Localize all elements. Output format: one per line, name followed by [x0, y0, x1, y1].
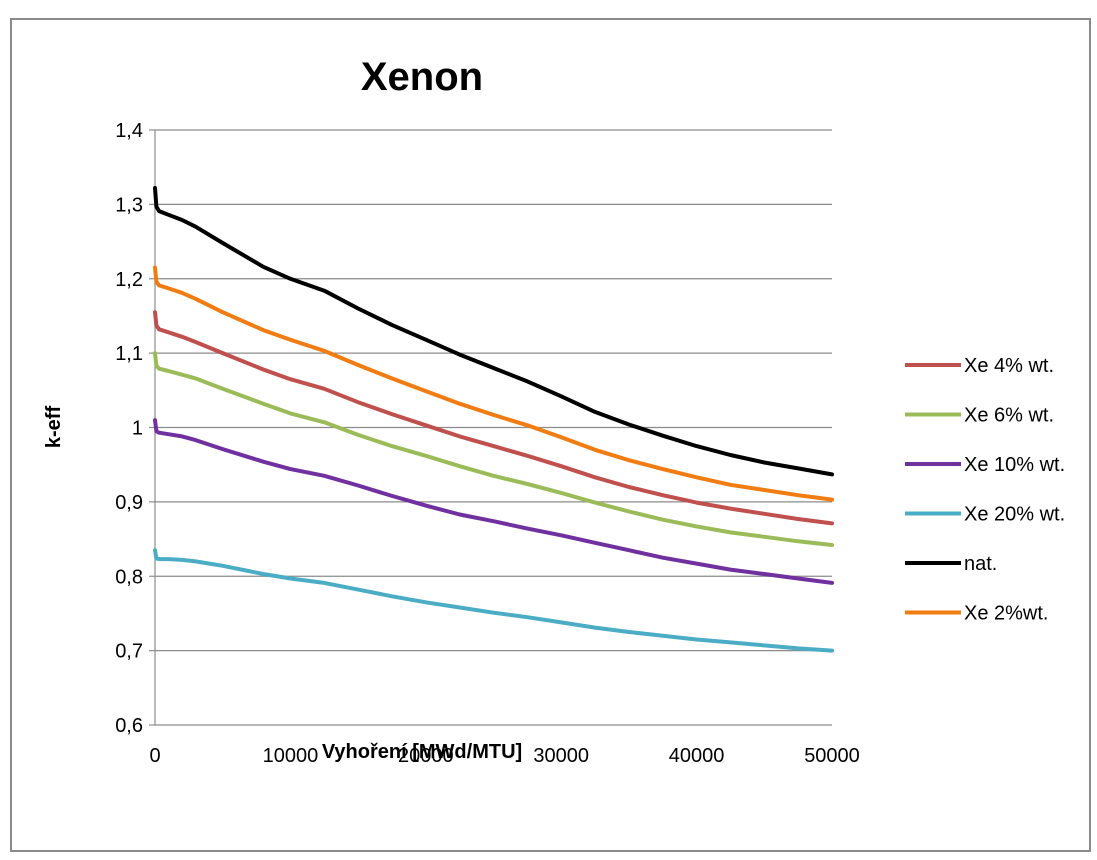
y-tick-labels: 0,6 0,7 0,8 0,9 1 1,1 1,2 1,3 1,4 [115, 120, 143, 737]
x-tick-label: 40000 [669, 745, 725, 767]
y-tick-label: 0,6 [115, 715, 143, 737]
x-tick-label: 0 [149, 745, 160, 767]
x-tick-label: 50000 [804, 745, 860, 767]
legend: Xe 4% wt. Xe 6% wt. Xe 10% wt. Xe 20% wt. na… [905, 355, 1065, 625]
series-line-3 [153, 548, 834, 653]
x-axis-title: Vyhoření [MWd/MTU] [322, 741, 522, 763]
series-line-1 [153, 351, 834, 547]
y-tick-label: 1,2 [115, 269, 143, 291]
legend-label: nat. [964, 553, 997, 575]
legend-item: Xe 6% wt. [905, 405, 1054, 427]
legend-label: Xe 10% wt. [964, 454, 1065, 476]
line-chart: Xenon 0,6 0,7 0,8 0,9 1 1,1 1,2 1,3 1,4 0 10000 20… [43, 55, 1065, 767]
legend-item: Xe 4% wt. [905, 355, 1054, 377]
x-tick-label: 10000 [263, 745, 319, 767]
series-line-0 [153, 310, 834, 526]
legend-label: Xe 4% wt. [964, 355, 1054, 377]
y-axis-title: k-eff [43, 406, 65, 449]
legend-item: Xe 20% wt. [905, 504, 1065, 526]
legend-item: Xe 10% wt. [905, 454, 1065, 476]
y-tick-label: 0,8 [115, 566, 143, 588]
legend-item: Xe 2%wt. [905, 603, 1048, 625]
x-tick-label: 30000 [533, 745, 589, 767]
series-line-4 [153, 186, 834, 477]
chart-title: Xenon [361, 55, 483, 99]
y-tick-label: 0,9 [115, 492, 143, 514]
y-tick-label: 1,1 [115, 343, 143, 365]
chart-frame: Xenon 0,6 0,7 0,8 0,9 1 1,1 1,2 1,3 1,4 0 10000 20… [10, 18, 1091, 852]
legend-label: Xe 20% wt. [964, 504, 1065, 526]
y-tick-label: 1 [132, 418, 143, 440]
legend-label: Xe 6% wt. [964, 405, 1054, 427]
y-tick-label: 1,4 [115, 120, 143, 142]
series-line-5 [153, 265, 834, 502]
x-tick-labels: 0 10000 20000 30000 40000 50000 [149, 745, 859, 767]
legend-item: nat. [905, 553, 997, 575]
y-tick-label: 0,7 [115, 641, 143, 663]
x-tick-label: 20000 [398, 745, 454, 767]
legend-label: Xe 2%wt. [964, 603, 1048, 625]
series-line-2 [153, 418, 834, 585]
series-lines [153, 186, 834, 653]
y-tick-label: 1,3 [115, 194, 143, 216]
